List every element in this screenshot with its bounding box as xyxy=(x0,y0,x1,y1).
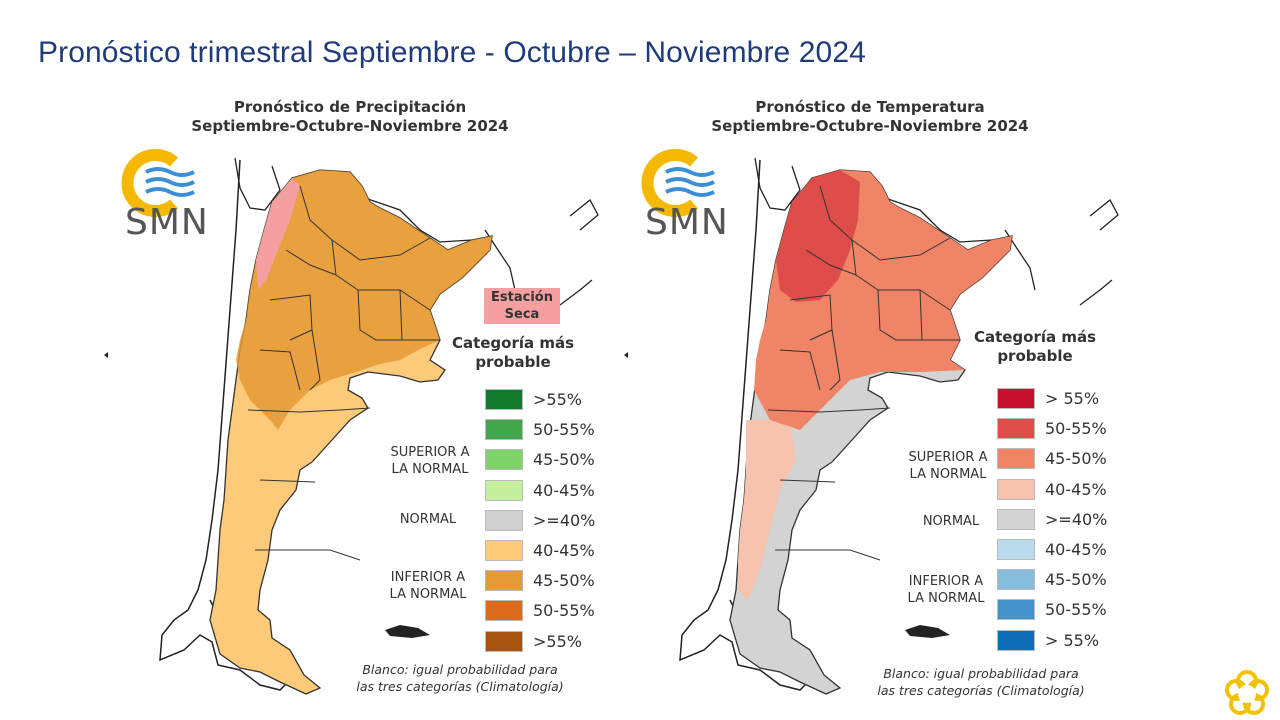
superior-line1: SUPERIOR A xyxy=(908,450,988,465)
legend-swatch xyxy=(997,599,1035,621)
legend-swatch xyxy=(485,600,523,622)
legend-label: > 55% xyxy=(1045,389,1100,408)
temperature-legend-title: Categoría más probable xyxy=(970,328,1100,366)
legend-label: >55% xyxy=(533,631,582,651)
legend-swatch xyxy=(485,419,523,441)
temp-normal-label: NORMAL xyxy=(922,514,980,529)
legend-swatch xyxy=(997,448,1035,470)
legend-swatch xyxy=(485,479,523,501)
legend-swatch xyxy=(997,569,1035,591)
note-line1: Blanco: igual probabilidad para xyxy=(362,662,558,677)
legend-label: 50-55% xyxy=(533,601,595,621)
precipitation-legend-title: Categoría más probable xyxy=(448,334,578,372)
smn-logo-text: SMN xyxy=(125,202,209,243)
temperature-panel: Pronóstico de Temperatura Septiembre-Oct… xyxy=(620,90,1140,710)
dry-season-line2: Seca xyxy=(504,307,540,322)
legend-swatch xyxy=(485,540,523,561)
province-borders xyxy=(247,185,440,561)
legend-title-line2: probable xyxy=(997,347,1073,365)
precipitation-title-line1: Pronóstico de Precipitación xyxy=(233,98,467,116)
precip-normal-label: NORMAL xyxy=(399,512,457,527)
legend-swatch xyxy=(485,630,523,652)
legend-label: 45-50% xyxy=(1045,570,1107,590)
precip-inferior-label: INFERIOR A LA NORMAL xyxy=(378,569,478,603)
superior-line1: SUPERIOR A xyxy=(390,445,470,460)
legend-swatch xyxy=(485,389,523,410)
legend-label: 50-55% xyxy=(533,420,595,440)
legend-label: 50-55% xyxy=(1045,600,1107,620)
dry-season-line1: Estación xyxy=(491,290,553,305)
precipitation-map-title: Pronóstico de Precipitación Septiembre-O… xyxy=(180,98,520,136)
temperature-title-line2: Septiembre-Octubre-Noviembre 2024 xyxy=(711,117,1029,135)
temperature-title-line1: Pronóstico de Temperatura xyxy=(755,98,985,116)
precipitation-title-line2: Septiembre-Octubre-Noviembre 2024 xyxy=(191,117,509,135)
legend-swatch xyxy=(485,570,523,592)
legend-label: 45-50% xyxy=(533,450,595,470)
precipitation-map xyxy=(104,157,599,695)
legend-swatch xyxy=(997,478,1035,500)
inferior-line1: INFERIOR A xyxy=(908,574,984,589)
precip-superior-label: SUPERIOR A LA NORMAL xyxy=(380,444,480,478)
legend-label: 50-55% xyxy=(1045,419,1107,439)
legend-swatch xyxy=(997,388,1035,409)
legend-swatch xyxy=(997,539,1035,560)
slide-title: Pronóstico trimestral Septiembre - Octub… xyxy=(38,36,866,69)
legend-label: 45-50% xyxy=(533,571,595,591)
superior-line2: LA NORMAL xyxy=(909,467,987,482)
legend-title-line1: Categoría más xyxy=(451,334,575,352)
legend-label: 40-45% xyxy=(1045,479,1107,499)
temperature-note: Blanco: igual probabilidad para las tres… xyxy=(861,665,1101,699)
smn-logo-icon xyxy=(641,149,715,217)
legend-swatch xyxy=(997,508,1035,530)
note-line2: las tres categorías (Climatología) xyxy=(356,679,564,694)
legend-label: 45-50% xyxy=(1045,449,1107,469)
temperature-map xyxy=(624,157,1119,695)
legend-label: >55% xyxy=(533,390,582,409)
legend-label: 40-45% xyxy=(533,480,595,500)
legend-label: 40-45% xyxy=(1045,540,1107,559)
temperature-map-title: Pronóstico de Temperatura Septiembre-Oct… xyxy=(700,98,1040,136)
inferior-line2: LA NORMAL xyxy=(389,587,467,602)
legend-label: >=40% xyxy=(1045,509,1108,529)
legend-swatch xyxy=(485,449,523,471)
note-line1: Blanco: igual probabilidad para xyxy=(883,666,1079,681)
flower-logo-icon xyxy=(1225,670,1269,715)
precipitation-panel: Pronóstico de Precipitación Septiembre-O… xyxy=(100,90,620,710)
precipitation-note: Blanco: igual probabilidad para las tres… xyxy=(340,661,580,695)
legend-label: >=40% xyxy=(533,510,596,530)
smn-logo-text: SMN xyxy=(645,202,729,243)
legend-label: > 55% xyxy=(1045,630,1100,650)
legend-swatch xyxy=(997,629,1035,651)
legend-label: 40-45% xyxy=(533,541,595,560)
legend-swatch xyxy=(997,418,1035,440)
legend-title-line2: probable xyxy=(475,353,551,371)
legend-title-line1: Categoría más xyxy=(973,328,1097,346)
smn-logo xyxy=(640,148,730,248)
smn-logo xyxy=(120,148,210,248)
inferior-line1: INFERIOR A xyxy=(390,570,466,585)
legend-swatch xyxy=(485,509,523,531)
temp-superior-label: SUPERIOR A LA NORMAL xyxy=(898,449,998,483)
inferior-line2: LA NORMAL xyxy=(907,591,985,606)
dry-season-label: Estación Seca xyxy=(484,288,560,324)
temp-inferior-label: INFERIOR A LA NORMAL xyxy=(896,573,996,607)
province-borders xyxy=(767,185,960,561)
superior-line2: LA NORMAL xyxy=(391,462,469,477)
note-line2: las tres categorías (Climatología) xyxy=(877,683,1085,698)
smn-logo-icon xyxy=(121,149,195,217)
